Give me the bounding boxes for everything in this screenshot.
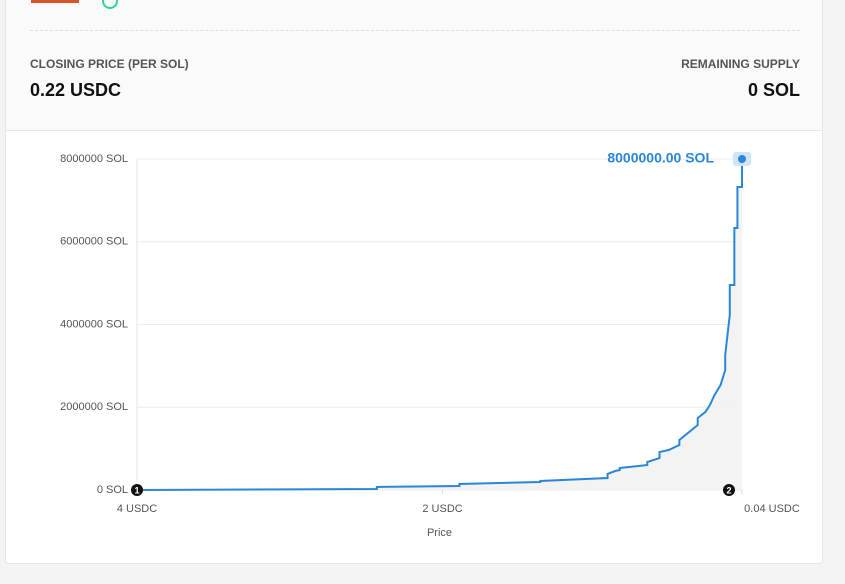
divider (30, 30, 800, 31)
area (137, 159, 742, 490)
value: 0 SOL (747, 80, 800, 100)
card: CLOSING PRICE (PER SOL) 0.22 USDC REMAIN… (5, 0, 823, 564)
step-marker (723, 484, 735, 496)
label: REMAINING SUPPLY (681, 57, 800, 71)
x-tick-label: 4 USDC (117, 503, 157, 515)
status-dot (102, 0, 118, 9)
line (136, 159, 743, 491)
x-axis-label: Price (427, 527, 452, 539)
y-tick-label: 4000000 SOL (60, 318, 128, 330)
step-marker-label: 1 (134, 485, 139, 495)
summary: CLOSING PRICE (PER SOL) 0.22 USDC REMAIN… (6, 0, 822, 131)
y-tick-label: 8000000 SOL (60, 153, 128, 165)
x-tick-label: 0.04 USDC (744, 503, 800, 515)
step-marker-label: 2 (726, 485, 731, 495)
badge (31, 0, 79, 3)
label: CLOSING PRICE (PER SOL) (30, 57, 189, 71)
step-marker (131, 484, 143, 496)
annotation: 8000000.00 SOL (607, 150, 714, 166)
value: 0.22 USDC (30, 80, 122, 100)
x-tick-label: 2 USDC (422, 503, 462, 515)
y-tick-label: 0 SOL (97, 484, 128, 496)
y-tick-label: 2000000 SOL (60, 401, 128, 413)
point (738, 155, 746, 163)
y-tick-label: 6000000 SOL (60, 236, 128, 248)
